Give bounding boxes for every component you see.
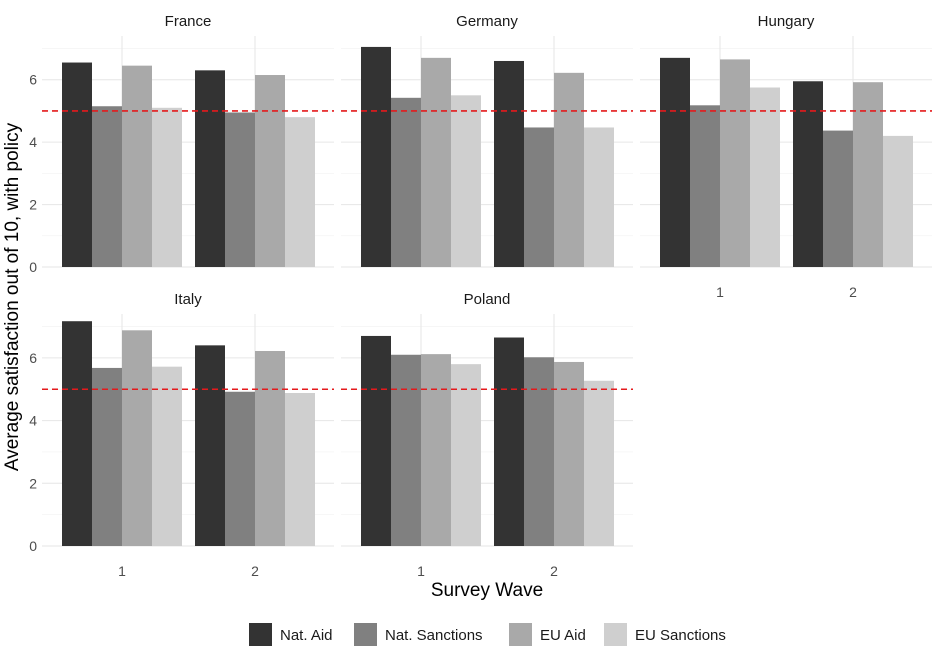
legend: Nat. Aid Nat. Sanctions EU Aid EU Sanctions xyxy=(249,623,726,646)
bar-hungary-wave2-eu-aid xyxy=(853,82,883,267)
bar-germany-wave2-eu-aid xyxy=(554,72,584,267)
facet-title-france: France xyxy=(165,13,212,30)
legend-key-eu-aid xyxy=(509,623,532,646)
bar-hungary-wave1-nat-sanctions xyxy=(690,105,720,267)
x-tick-label: 1 xyxy=(417,563,425,579)
bar-poland-wave2-nat-sanctions xyxy=(524,357,554,546)
bar-hungary-wave2-eu-sanctions xyxy=(883,135,913,267)
bar-germany-wave2-nat-sanctions xyxy=(524,127,554,267)
legend-label-eu-sanctions: EU Sanctions xyxy=(635,627,726,644)
legend-label-nat-aid: Nat. Aid xyxy=(280,627,333,644)
legend-label-eu-aid: EU Aid xyxy=(540,627,586,644)
bar-france-wave2-nat-sanctions xyxy=(225,112,255,267)
y-tick-label: 6 xyxy=(29,72,37,88)
x-tick-label: 1 xyxy=(716,284,724,300)
bar-germany-wave1-eu-sanctions xyxy=(451,95,481,267)
bar-poland-wave2-eu-sanctions xyxy=(584,380,614,546)
bar-italy-wave2-nat-sanctions xyxy=(225,391,255,546)
panel-germany: Germany xyxy=(341,13,633,268)
bar-france-wave1-nat-sanctions xyxy=(92,106,122,268)
facet-title-poland: Poland xyxy=(464,291,511,308)
bar-italy-wave2-nat-aid xyxy=(195,345,225,546)
bar-italy-wave2-eu-aid xyxy=(255,350,285,546)
bar-italy-wave1-eu-sanctions xyxy=(152,366,182,546)
bar-italy-wave2-eu-sanctions xyxy=(285,393,315,546)
bar-italy-wave1-nat-sanctions xyxy=(92,367,122,546)
y-tick-label: 4 xyxy=(29,413,37,429)
bar-italy-wave1-nat-aid xyxy=(62,321,92,546)
facet-title-germany: Germany xyxy=(456,13,518,30)
bar-italy-wave1-eu-aid xyxy=(122,330,152,546)
bar-hungary-wave1-nat-aid xyxy=(660,57,690,268)
bar-germany-wave1-nat-aid xyxy=(361,46,391,267)
x-tick-label: 1 xyxy=(118,563,126,579)
bar-poland-wave1-nat-aid xyxy=(361,335,391,546)
legend-label-nat-sanctions: Nat. Sanctions xyxy=(385,627,483,644)
panel-italy: Italy 0 2 4 6 1 2 xyxy=(29,291,334,579)
panel-hungary: Hungary 1 2 xyxy=(640,13,932,300)
panel-france: France 0 2 4 6 xyxy=(29,13,334,275)
panel-poland: Poland 1 2 xyxy=(341,291,633,579)
bar-france-wave1-nat-aid xyxy=(62,62,92,267)
x-tick-label: 2 xyxy=(251,563,259,579)
bar-poland-wave1-nat-sanctions xyxy=(391,354,421,546)
bar-hungary-wave1-eu-aid xyxy=(720,59,750,267)
bar-germany-wave2-eu-sanctions xyxy=(584,127,614,267)
bar-hungary-wave2-nat-aid xyxy=(793,81,823,267)
x-tick-label: 2 xyxy=(849,284,857,300)
bar-hungary-wave2-nat-sanctions xyxy=(823,130,853,267)
y-axis-title: Average satisfaction out of 10, with pol… xyxy=(2,122,23,471)
bar-france-wave1-eu-aid xyxy=(122,65,152,268)
bar-france-wave2-eu-aid xyxy=(255,75,285,268)
bar-france-wave2-eu-sanctions xyxy=(285,117,315,267)
bar-france-wave2-nat-aid xyxy=(195,70,225,268)
facet-title-italy: Italy xyxy=(174,291,202,308)
bar-poland-wave2-nat-aid xyxy=(494,337,524,546)
x-axis-title: Survey Wave xyxy=(431,580,543,601)
bar-hungary-wave1-eu-sanctions xyxy=(750,87,780,267)
y-tick-label: 2 xyxy=(29,197,37,213)
facet-title-hungary: Hungary xyxy=(758,13,815,30)
y-tick-label: 0 xyxy=(29,538,37,554)
bar-germany-wave1-eu-aid xyxy=(421,57,451,268)
bar-france-wave1-eu-sanctions xyxy=(152,107,182,267)
y-tick-label: 0 xyxy=(29,259,37,275)
bar-germany-wave1-nat-sanctions xyxy=(391,97,421,267)
y-tick-label: 2 xyxy=(29,475,37,491)
y-tick-label: 4 xyxy=(29,134,37,150)
y-tick-label: 6 xyxy=(29,350,37,366)
bar-poland-wave1-eu-aid xyxy=(421,354,451,546)
legend-key-eu-sanctions xyxy=(604,623,627,646)
x-tick-label: 2 xyxy=(550,563,558,579)
bar-germany-wave2-nat-aid xyxy=(494,60,524,267)
legend-key-nat-sanctions xyxy=(354,623,377,646)
bar-poland-wave1-eu-sanctions xyxy=(451,364,481,546)
bar-poland-wave2-eu-aid xyxy=(554,361,584,546)
legend-key-nat-aid xyxy=(249,623,272,646)
